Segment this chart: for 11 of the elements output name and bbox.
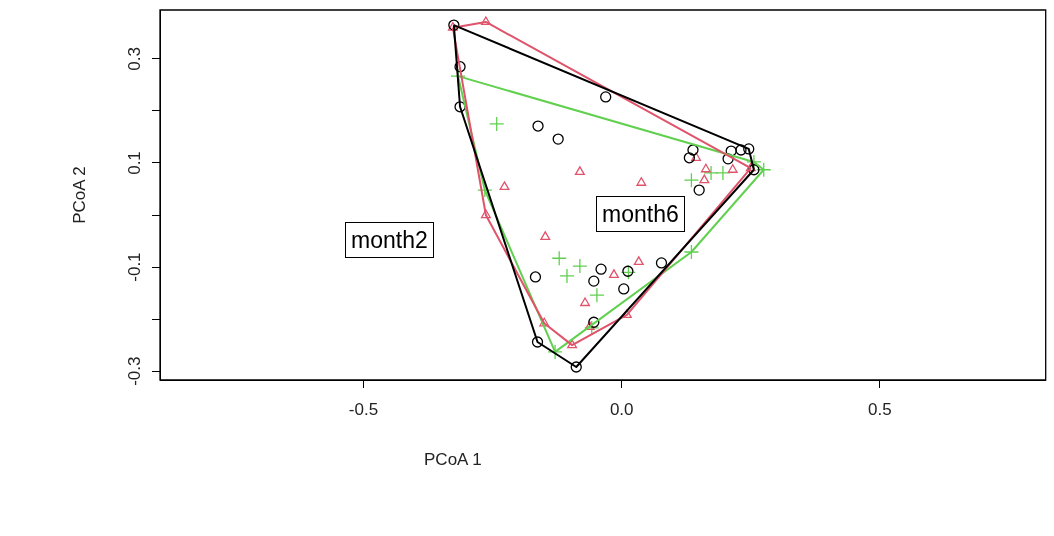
x-tick-label: 0.0 — [609, 399, 634, 419]
y-tick-label: 0.3 — [124, 47, 144, 71]
x-tick-label: -0.5 — [348, 399, 379, 419]
y-axis-title: PCoA 2 — [69, 166, 89, 224]
y-tick-label: -0.1 — [124, 252, 144, 282]
annotation: month6 — [596, 196, 685, 232]
x-tick-label: 0.5 — [868, 399, 892, 419]
y-tick-label: -0.3 — [124, 356, 144, 386]
annotation: month2 — [345, 222, 434, 258]
x-axis-title: PCoA 1 — [424, 449, 482, 469]
y-tick-label: 0.1 — [124, 151, 144, 175]
